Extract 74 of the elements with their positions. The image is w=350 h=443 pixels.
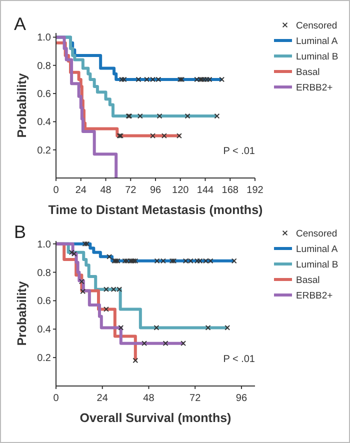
y-axis-title: Probability	[15, 281, 29, 346]
point	[184, 113, 190, 119]
y-tick-label: 0.4	[37, 324, 52, 336]
chart-title: A	[14, 14, 26, 34]
x-tick-label: 72	[125, 185, 137, 196]
point	[171, 258, 177, 264]
x-tick-label: 192	[246, 185, 264, 196]
point	[214, 113, 220, 119]
point	[150, 133, 156, 138]
point	[231, 258, 237, 264]
point	[177, 76, 183, 82]
x-tick-label: 72	[190, 393, 202, 404]
annotation: P < .01	[223, 146, 256, 157]
point	[142, 340, 147, 346]
point	[224, 325, 230, 330]
x-tick-label: 24	[75, 185, 87, 196]
point	[156, 113, 162, 119]
y-tick-label: 0.8	[37, 60, 52, 72]
legend-label: ERBB2+	[296, 290, 334, 302]
legend-label: Censored	[296, 228, 338, 240]
point	[176, 133, 182, 138]
annotation: P < .01	[223, 354, 256, 365]
y-tick-label: 0.2	[37, 145, 52, 156]
y-tick-label: 0.6	[37, 296, 52, 308]
point	[132, 358, 138, 364]
x-tick-label: 48	[100, 185, 112, 196]
point	[154, 325, 160, 330]
y-tick-label: 1.0	[37, 239, 52, 250]
point	[84, 241, 90, 247]
legend-label: Luminal B	[296, 259, 338, 270]
x-axis-title: Overall Survival (months)	[80, 411, 232, 425]
x-tick-label: 24	[96, 393, 108, 404]
point	[121, 76, 127, 82]
x-tick-label: 96	[236, 393, 248, 404]
point	[137, 113, 143, 119]
point	[219, 76, 225, 82]
x-tick-label: 48	[143, 393, 155, 404]
chart-title: B	[14, 222, 26, 242]
x-tick-label: 120	[172, 185, 190, 196]
point	[162, 133, 167, 138]
legend-label: Basal	[296, 274, 320, 286]
y-tick-label: 1.0	[37, 32, 52, 44]
point	[82, 241, 88, 247]
y-tick-label: 0.6	[37, 89, 52, 100]
x-tick-label: 0	[53, 185, 60, 196]
point	[169, 258, 175, 264]
point	[205, 325, 211, 330]
point	[118, 325, 124, 330]
y-tick-label: 0.4	[37, 117, 52, 128]
x-tick-label: 0	[53, 393, 60, 404]
point	[179, 76, 185, 82]
point	[106, 254, 112, 260]
point	[162, 340, 168, 346]
x-tick-label: 96	[150, 185, 162, 196]
x-tick-label: 168	[222, 185, 239, 196]
legend-label: Censored	[296, 20, 338, 32]
legend-label: ERBB2+	[296, 82, 334, 94]
y-axis-title: Probability	[15, 73, 29, 138]
point	[80, 288, 86, 294]
point	[71, 251, 77, 256]
legend-label: Basal	[296, 66, 320, 78]
point	[68, 250, 74, 256]
point	[180, 340, 186, 346]
x-tick-label: 144	[196, 185, 214, 196]
point	[78, 278, 84, 284]
legend-label: Luminal B	[296, 51, 338, 62]
point	[119, 76, 125, 82]
x-axis-title: Time to Distant Metastasis (months)	[48, 203, 263, 217]
legend-label: Luminal A	[296, 36, 338, 47]
point	[104, 306, 109, 312]
y-tick-label: 0.8	[37, 268, 52, 279]
point	[136, 76, 142, 82]
legend-label: Luminal A	[296, 244, 338, 255]
y-tick-label: 0.2	[37, 353, 52, 364]
